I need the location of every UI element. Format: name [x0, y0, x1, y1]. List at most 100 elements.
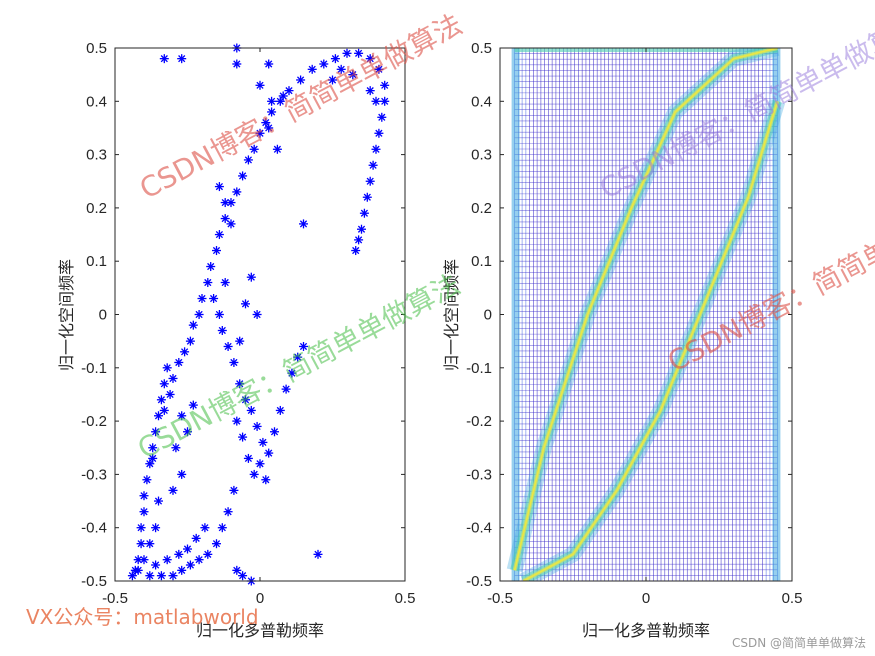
scatter-point [272, 144, 282, 154]
scatter-point [365, 176, 375, 186]
scatter-point [229, 485, 239, 495]
scatter-point [354, 48, 364, 58]
scatter-point [299, 341, 308, 351]
scatter-point [223, 341, 233, 351]
scatter-point [156, 571, 166, 581]
scatter-point [203, 549, 213, 559]
y-tick-label: 0.1 [86, 253, 107, 270]
scatter-point [243, 155, 253, 165]
scatter-point [188, 320, 198, 330]
scatter-point [200, 523, 210, 533]
scatter-point [206, 262, 216, 272]
scatter-point [255, 128, 265, 138]
scatter-point [319, 59, 329, 69]
y-tick-label: -0.2 [466, 413, 492, 430]
scatter-point [249, 144, 259, 154]
scatter-point [336, 64, 346, 74]
scatter-point [139, 491, 149, 501]
scatter-point [275, 405, 285, 415]
scatter-point [212, 539, 221, 549]
scatter-point [159, 405, 169, 415]
y-tick-label: -0.2 [81, 413, 107, 430]
scatter-point [223, 507, 233, 517]
scatter-point [299, 219, 308, 229]
contour-ridge [519, 98, 786, 581]
scatter-point [180, 347, 190, 357]
scatter-point [214, 230, 224, 240]
scatter-point [354, 235, 364, 245]
scatter-point [168, 373, 178, 383]
scatter-point [154, 496, 163, 506]
scatter-point [174, 549, 184, 559]
scatter-point [145, 539, 155, 549]
scatter-y-axis-label: 归一化空间频率 [57, 259, 76, 371]
y-tick-label: 0.5 [471, 40, 492, 57]
scatter-point [287, 368, 297, 378]
scatter-point [220, 214, 230, 224]
scatter-point [365, 86, 375, 96]
scatter-point [214, 182, 224, 192]
scatter-point [194, 310, 204, 319]
scatter-point [359, 208, 369, 218]
scatter-point [177, 411, 187, 421]
scatter-point [139, 555, 149, 565]
contour-edge-band [772, 48, 781, 581]
scatter-point [261, 475, 271, 485]
scatter-point [214, 310, 224, 319]
scatter-point [377, 112, 387, 122]
scatter-point [177, 54, 187, 64]
scatter-point [229, 357, 239, 367]
scatter-point [249, 469, 259, 479]
scatter-point [139, 507, 149, 517]
scatter-point [156, 395, 166, 405]
scatter-point [278, 91, 288, 101]
scatter-point [275, 96, 285, 106]
scatter-point [246, 272, 256, 282]
scatter-point [185, 560, 195, 570]
scatter-point [241, 395, 250, 405]
y-tick-label: -0.1 [466, 360, 492, 377]
scatter-point [371, 144, 381, 154]
scatter-point [232, 187, 242, 197]
scatter-point [365, 54, 375, 64]
scatter-point [255, 459, 265, 469]
y-tick-label: 0 [99, 307, 107, 324]
scatter-point [151, 427, 161, 437]
scatter-point [270, 427, 279, 437]
y-tick-label: -0.5 [81, 573, 107, 590]
scatter-point [284, 86, 294, 96]
scatter-point [133, 565, 143, 575]
scatter-point [232, 565, 242, 575]
scatter-point [330, 54, 340, 64]
scatter-point [220, 278, 230, 288]
scatter-ticks: -0.5 0 0.5 0.5 0.4 0.3 0.2 0.1 0 -0.1 -0.2 -0.3 -0.4… [81, 40, 415, 607]
scatter-point [165, 389, 175, 399]
scatter-point [351, 246, 361, 256]
scatter-point [246, 405, 256, 415]
y-tick-label: -0.4 [81, 520, 107, 537]
scatter-point [148, 443, 158, 453]
x-tick-label: 0 [256, 590, 264, 607]
scatter-point [136, 539, 146, 549]
y-tick-label: 0.4 [471, 93, 492, 110]
y-tick-label: 0.5 [86, 40, 107, 57]
contour-background-grid [514, 48, 778, 581]
scatter-point [127, 571, 137, 581]
x-tick-label: -0.5 [487, 590, 513, 607]
scatter-point [191, 533, 201, 543]
scatter-point [264, 448, 274, 458]
scatter-point [151, 560, 161, 570]
scatter-point [264, 59, 274, 69]
contour-ticks: -0.5 0 0.5 0.5 0.4 0.3 0.2 0.1 0 -0.1 -0.2 -0.3 -0.4… [466, 40, 802, 607]
scatter-point [235, 379, 245, 389]
scatter-point [194, 555, 204, 565]
scatter-point [258, 437, 268, 447]
scatter-point [380, 96, 390, 106]
scatter-point [243, 453, 253, 463]
scatter-point [255, 80, 265, 90]
x-tick-label: 0 [642, 590, 650, 607]
scatter-point [238, 571, 248, 581]
contour-ridge [506, 48, 780, 573]
scatter-point [174, 357, 184, 367]
